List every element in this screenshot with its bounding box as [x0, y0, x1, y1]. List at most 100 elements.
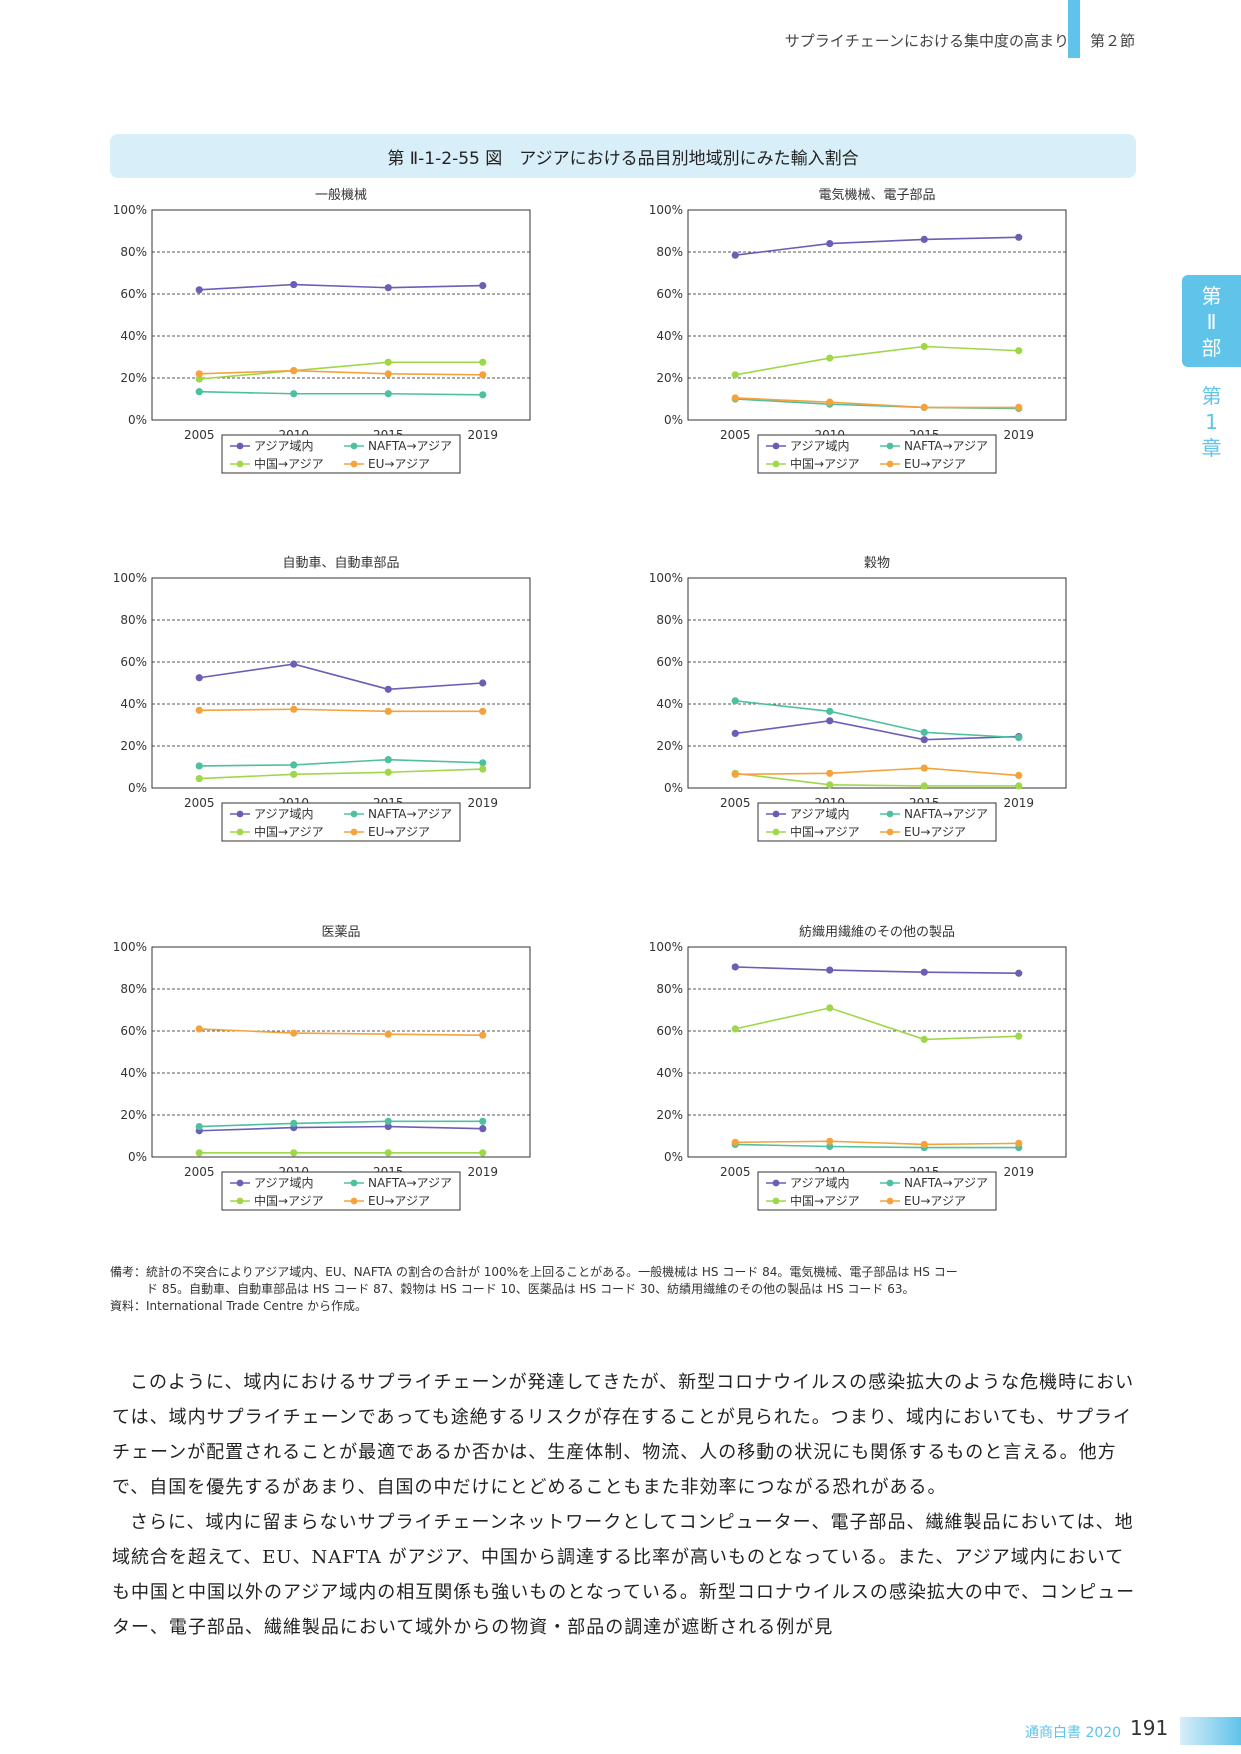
data-point [920, 1140, 928, 1148]
legend-marker [886, 1179, 894, 1187]
series-line [199, 390, 483, 396]
legend-marker [236, 1197, 244, 1205]
y-tick-label: 100% [649, 203, 683, 217]
y-tick-label: 60% [120, 1024, 147, 1038]
data-point [826, 781, 834, 789]
legend-marker [772, 810, 780, 818]
legend-marker [236, 1179, 244, 1187]
data-point [1015, 1032, 1023, 1040]
series-line [735, 966, 1019, 975]
legend-label: アジア域内 [790, 1176, 850, 1190]
data-point [290, 761, 298, 769]
series-line [199, 758, 483, 767]
series-line [735, 719, 1019, 741]
legend-label: NAFTA→アジア [904, 439, 988, 453]
data-point [920, 728, 928, 736]
chart-svg: 穀物0%20%40%60%80%100%2005201020152019アジア域… [649, 556, 1067, 842]
data-point [826, 240, 834, 248]
data-point [384, 358, 392, 366]
data-point [384, 1117, 392, 1125]
chart-svg: 電気機械、電子部品0%20%40%60%80%100%2005201020152… [649, 187, 1067, 474]
chapter-tab-char: 1 [1205, 410, 1218, 434]
legend-marker [350, 828, 358, 836]
data-point [290, 1029, 298, 1037]
series-line [199, 1125, 483, 1132]
plot-frame [687, 577, 1067, 789]
x-tick-label: 2005 [184, 428, 215, 442]
legend-label: アジア域内 [254, 807, 314, 821]
y-tick-label: 80% [656, 982, 683, 996]
series-line [199, 283, 483, 291]
data-point [195, 1025, 203, 1033]
chart-title: 穀物 [864, 556, 890, 571]
series-line [735, 236, 1019, 256]
legend-label: アジア域内 [254, 1176, 314, 1190]
data-point [826, 398, 834, 406]
chapter-tab-char: 章 [1201, 436, 1222, 460]
data-point [920, 235, 928, 243]
y-tick-label: 40% [656, 697, 683, 711]
data-point [731, 371, 739, 379]
header-accent-bar [1068, 0, 1080, 58]
x-tick-label: 2019 [467, 796, 498, 810]
y-tick-label: 20% [656, 739, 683, 753]
data-point [195, 1149, 203, 1157]
x-tick-label: 2005 [720, 796, 751, 810]
legend-box [221, 802, 461, 842]
legend-marker [772, 1197, 780, 1205]
data-point [826, 966, 834, 974]
y-tick-label: 20% [120, 371, 147, 385]
chart-title: 自動車、自動車部品 [282, 556, 399, 571]
data-point [384, 756, 392, 764]
y-tick-label: 80% [120, 613, 147, 627]
x-tick-label: 2005 [184, 796, 215, 810]
note-line: 備考：統計の不突合によりアジア域内、EU、NAFTA の割合の合計が 100%を… [110, 1265, 958, 1279]
x-tick-label: 2019 [1003, 796, 1034, 810]
legend-marker [886, 828, 894, 836]
series-line [735, 767, 1019, 777]
data-point [195, 370, 203, 378]
y-tick-label: 60% [120, 287, 147, 301]
data-point [290, 280, 298, 289]
y-tick-label: 80% [656, 613, 683, 627]
series-line [735, 700, 1019, 739]
legend-marker [772, 1179, 780, 1187]
legend-label: EU→アジア [904, 825, 966, 839]
data-point [195, 774, 203, 783]
legend-label: EU→アジア [368, 1194, 430, 1208]
series-line [735, 397, 1019, 409]
data-point [479, 282, 487, 290]
x-tick-label: 2005 [720, 1165, 751, 1179]
series-line [199, 1028, 483, 1036]
legend-label: NAFTA→アジア [368, 1176, 452, 1190]
y-tick-label: 100% [649, 571, 683, 585]
part-tab: 第 Ⅱ 部 [1182, 275, 1241, 367]
legend-label: 中国→アジア [790, 1193, 860, 1208]
data-point [731, 729, 739, 737]
note-line: ド 85。自動車、自動車部品は HS コード 87、穀物は HS コード 10、… [110, 1282, 915, 1296]
x-tick-label: 2019 [1003, 428, 1034, 442]
y-tick-label: 40% [656, 329, 683, 343]
series-line [199, 361, 483, 380]
chart-textile-products: 紡織用繊維のその他の製品0%20%40%60%80%100%2005201020… [636, 922, 1156, 1252]
series-line [199, 369, 483, 376]
legend-label: アジア域内 [790, 439, 850, 453]
data-point [1015, 1139, 1023, 1147]
data-point [195, 706, 203, 714]
chart-title: 一般機械 [315, 187, 367, 203]
y-tick-label: 80% [120, 245, 147, 259]
legend-label: NAFTA→アジア [904, 1176, 988, 1190]
y-tick-label: 100% [113, 203, 147, 217]
data-point [195, 674, 203, 682]
legend-marker [350, 810, 358, 818]
data-point [384, 685, 392, 693]
data-point [384, 1122, 392, 1131]
legend-label: 中国→アジア [790, 456, 860, 471]
data-point [826, 354, 834, 362]
data-point [826, 769, 834, 777]
legend-label: アジア域内 [254, 439, 314, 453]
y-tick-label: 0% [664, 781, 683, 795]
chart-svg: 一般機械0%20%40%60%80%100%2005201020152019アジ… [113, 187, 531, 474]
running-header-title: サプライチェーンにおける集中度の高まり [784, 32, 1069, 50]
y-tick-label: 60% [656, 1024, 683, 1038]
